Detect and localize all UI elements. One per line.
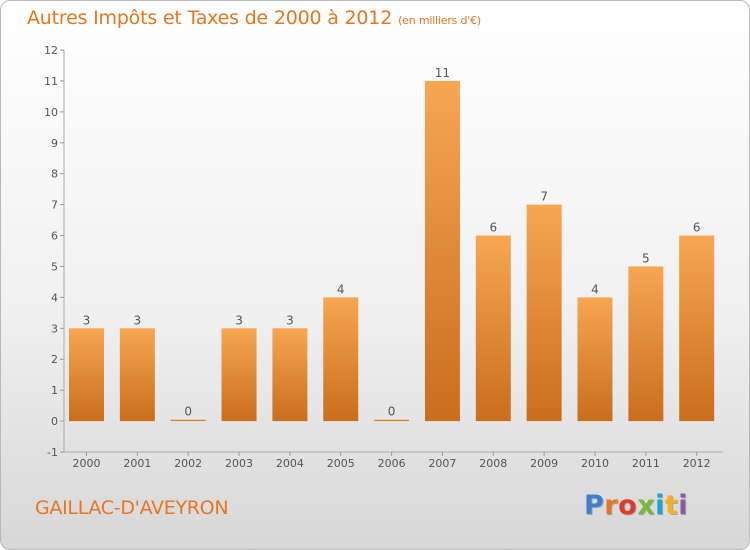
bar [424, 80, 460, 422]
y-tick-label: 8 [51, 168, 58, 181]
x-tick-label: 2008 [479, 457, 507, 470]
y-tick-label: 7 [51, 199, 58, 212]
y-tick-label: 0 [51, 415, 58, 428]
bar [628, 266, 664, 422]
data-label: 3 [286, 313, 294, 327]
x-tick-label: 2012 [683, 457, 711, 470]
city-name: GAILLAC-D'AVEYRON [35, 497, 229, 519]
y-tick-label: 9 [51, 137, 58, 150]
bar [323, 297, 359, 422]
data-label: 6 [693, 221, 701, 235]
y-tick-label: 12 [44, 44, 58, 57]
brand-letter: r [604, 490, 619, 521]
brand-logo: Proxiti [584, 490, 688, 521]
y-tick-label: 6 [51, 230, 58, 243]
bar [221, 328, 257, 422]
data-label: 6 [489, 221, 497, 235]
bar [119, 328, 155, 422]
bar [272, 328, 308, 422]
chart-title: Autres Impôts et Taxes de 2000 à 2012 (en… [27, 7, 481, 29]
chart-subtitle: (en milliers d'€) [398, 14, 481, 27]
bars [69, 80, 715, 422]
x-tick-label: 2006 [378, 457, 406, 470]
bar [577, 297, 613, 422]
y-tick-label: 10 [44, 106, 58, 119]
data-label: 5 [642, 251, 650, 265]
y-tick-label: 1 [51, 384, 58, 397]
brand-letter: i [655, 490, 665, 521]
brand-letter: o [618, 490, 638, 521]
data-labels: 3 3 0 3 3 4 0 11 6 7 4 5 6 [83, 66, 701, 419]
data-label: 11 [435, 66, 450, 80]
x-tick-label: 2005 [327, 457, 355, 470]
brand-letter: P [584, 490, 605, 521]
brand-letter: i [678, 490, 689, 521]
y-tick-label: 3 [51, 322, 58, 335]
bar [374, 419, 410, 422]
x-tick-label: 2003 [225, 457, 253, 470]
y-tick-label: 11 [44, 75, 58, 88]
y-tick-label: 4 [51, 291, 58, 304]
data-label: 4 [591, 282, 599, 296]
x-tick-label: 2001 [123, 457, 151, 470]
x-tick-label: 2009 [530, 457, 558, 470]
y-tick-label: 2 [51, 353, 58, 366]
x-tick-label: 2010 [581, 457, 609, 470]
brand-letter: t [664, 490, 679, 521]
x-tick-label: 2007 [428, 457, 456, 470]
data-label: 3 [235, 313, 243, 327]
x-tick-label: 2004 [276, 457, 304, 470]
data-label: 4 [337, 282, 345, 296]
data-label: 0 [184, 405, 192, 419]
brand-letter: x [637, 490, 656, 521]
bar [526, 204, 562, 422]
x-tick-label: 2002 [174, 457, 202, 470]
bar [475, 235, 511, 422]
data-label: 3 [134, 313, 142, 327]
data-label: 7 [540, 190, 548, 204]
chart-title-text: Autres Impôts et Taxes de 2000 à 2012 [27, 7, 393, 29]
x-tick-label: 2000 [73, 457, 101, 470]
bar [69, 328, 104, 422]
x-tick-label: 2011 [632, 457, 660, 470]
y-tick-label: 5 [51, 260, 58, 273]
y-tick-label: -1 [47, 446, 58, 459]
data-label: 3 [83, 313, 91, 327]
bar [170, 419, 206, 422]
data-label: 0 [388, 405, 396, 419]
bar [679, 235, 715, 422]
